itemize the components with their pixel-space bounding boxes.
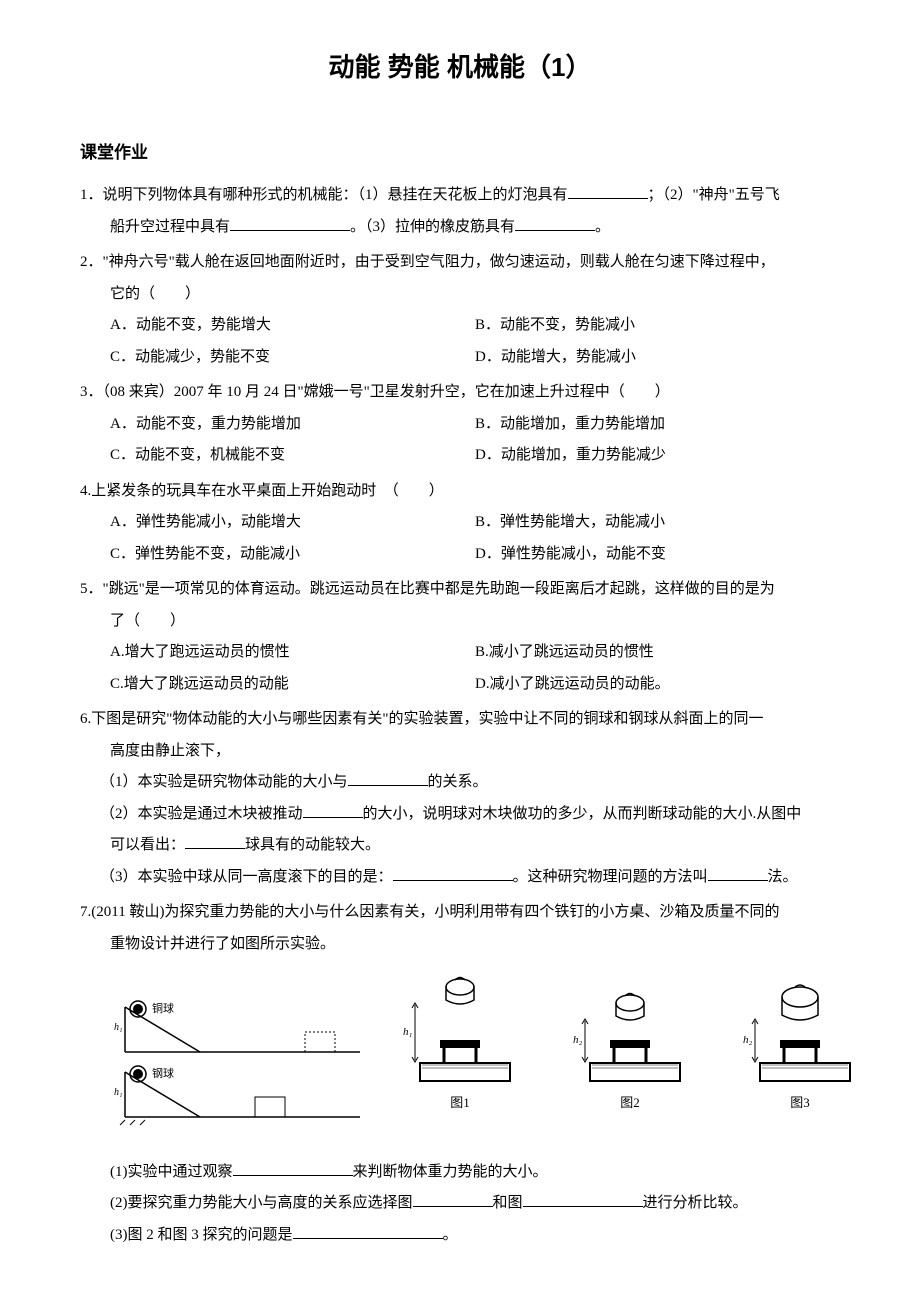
fig2-caption: 图2: [560, 1089, 700, 1116]
q3-opt-b: B．动能增加，重力势能增加: [475, 409, 840, 441]
question-1: 1．说明下列物体具有哪种形式的机械能：（1）悬挂在天花板上的灯泡具有 ；（2）"神…: [80, 180, 840, 243]
q7-sub2-b: 和图: [493, 1195, 523, 1211]
q3-opt-c: C．动能不变，机械能不变: [110, 440, 475, 472]
q1-text-b: ；（2）"神舟"五号飞: [648, 187, 780, 203]
q2-opt-c: C．动能减少，势能不变: [110, 342, 475, 374]
fig-h1-lower: h₁: [114, 1087, 122, 1098]
q6-sub2-a: （2）本实验是通过木块被推动: [100, 806, 303, 822]
q5-opt-a: A.增大了跑远运动员的惯性: [110, 637, 475, 669]
q3-text: （08 来宾）2007 年 10 月 24 日"嫦娥一号"卫星发射升空，它在加速…: [103, 384, 670, 400]
q6-sub1-blank: [348, 771, 428, 786]
q3-num: 3．: [80, 384, 103, 400]
q4-text: 上紧发条的玩具车在水平桌面上开始跑动时 （ ）: [91, 483, 444, 499]
q7-line2: 重物设计并进行了如图所示实验。: [80, 929, 840, 961]
q6-sub3-blank1: [393, 866, 513, 881]
q4-num: 4.: [80, 483, 91, 499]
figure-ramps: 铜球 h₁ 钢球 h₁: [110, 997, 370, 1117]
section-heading: 课堂作业: [80, 135, 840, 171]
q7-num: 7.: [80, 904, 91, 920]
q1-line2-a: 船升空过程中具有: [110, 219, 230, 235]
q1-blank-1: [568, 184, 648, 199]
fig1-h-label: h₁: [403, 1026, 413, 1038]
q4-opt-c: C．弹性势能不变，动能减小: [110, 539, 475, 571]
q1-blank-3: [515, 216, 595, 231]
q7-sub3-blank: [293, 1224, 443, 1239]
page-title: 动能 势能 机械能（1）: [80, 40, 840, 95]
q1-blank-2: [230, 216, 350, 231]
q5-line2: 了（ ）: [80, 606, 840, 638]
q7-sub2-blank2: [523, 1192, 643, 1207]
q6-sub3-a: （3）本实验中球从同一高度滚下的目的是：: [100, 869, 393, 885]
q7-sub2-c: 进行分析比较。: [643, 1195, 748, 1211]
question-2: 2．"神舟六号"载人舱在返回地面附近时，由于受到空气阻力，做匀速运动，则载人舱在…: [80, 247, 840, 373]
q6-sub3-b: 。这种研究物理问题的方法叫: [513, 869, 708, 885]
q2-text: "神舟六号"载人舱在返回地面附近时，由于受到空气阻力，做匀速运动，则载人舱在匀速…: [103, 254, 775, 270]
q7-sub3-b: 。: [443, 1227, 458, 1243]
q6-sub1-a: （1）本实验是研究物体动能的大小与: [100, 774, 348, 790]
q5-opt-d: D.减小了跳远运动员的动能。: [475, 669, 840, 701]
q1-line2-c: 。: [595, 219, 610, 235]
q3-opt-d: D．动能增加，重力势能减少: [475, 440, 840, 472]
q2-opt-a: A．动能不变，势能增大: [110, 310, 475, 342]
q6-sub3-blank2: [708, 866, 768, 881]
q2-opt-b: B．动能不变，势能减小: [475, 310, 840, 342]
figures-row: 铜球 h₁ 钢球 h₁: [110, 975, 840, 1116]
question-7: 7.(2011 鞍山)为探究重力势能的大小与什么因素有关，小明利用带有四个铁钉的…: [80, 897, 840, 1251]
figure-3: h₂ 图3: [730, 975, 870, 1116]
fig3-h-label: h₂: [743, 1034, 753, 1046]
q6-sub2-b: 的大小，说明球对木块做功的多少，从而判断球动能的大小.从图中: [363, 806, 802, 822]
figure-right-group: h₁ 图1: [390, 975, 870, 1116]
q6-line2: 高度由静止滚下，: [80, 736, 840, 768]
q7-sub2-blank1: [413, 1192, 493, 1207]
q7-sub1-a: (1)实验中通过观察: [110, 1164, 233, 1180]
q7-sub1-b: 来判断物体重力势能的大小。: [353, 1164, 548, 1180]
question-6: 6.下图是研究"物体动能的大小与哪些因素有关"的实验装置，实验中让不同的铜球和钢…: [80, 704, 840, 893]
fig-label-steel: 钢球: [152, 1066, 174, 1080]
q6-num: 6.: [80, 711, 91, 727]
q6-sub1-b: 的关系。: [428, 774, 488, 790]
q5-opt-b: B.减小了跳远运动员的惯性: [475, 637, 840, 669]
q4-opt-a: A．弹性势能减小，动能增大: [110, 507, 475, 539]
q6-sub2-d: 球具有的动能较大。: [245, 837, 380, 853]
question-5: 5．"跳远"是一项常见的体育运动。跳远运动员在比赛中都是先助跑一段距离后才起跳，…: [80, 574, 840, 700]
q4-opt-d: D．弹性势能减小，动能不变: [475, 539, 840, 571]
q1-line2-b: 。（3）拉伸的橡皮筋具有: [350, 219, 515, 235]
q2-opt-d: D．动能增大，势能减小: [475, 342, 840, 374]
q1-num: 1．: [80, 187, 103, 203]
q5-num: 5．: [80, 581, 103, 597]
q6-text: 下图是研究"物体动能的大小与哪些因素有关"的实验装置，实验中让不同的铜球和钢球从…: [91, 711, 763, 727]
question-4: 4.上紧发条的玩具车在水平桌面上开始跑动时 （ ） A．弹性势能减小，动能增大 …: [80, 476, 840, 571]
q6-sub3-c: 法。: [768, 869, 798, 885]
fig2-h-label: h₂: [573, 1034, 583, 1046]
question-3: 3．（08 来宾）2007 年 10 月 24 日"嫦娥一号"卫星发射升空，它在…: [80, 377, 840, 472]
q2-num: 2．: [80, 254, 103, 270]
q1-text-a: 说明下列物体具有哪种形式的机械能：（1）悬挂在天花板上的灯泡具有: [103, 187, 568, 203]
q6-sub2-blank2: [185, 834, 245, 849]
fig-label-copper: 铜球: [152, 1001, 174, 1015]
q7-sub2-a: (2)要探究重力势能大小与高度的关系应选择图: [110, 1195, 413, 1211]
fig-h1-upper: h₁: [114, 1022, 122, 1033]
q6-sub2-c: 可以看出：: [110, 837, 185, 853]
q5-text: "跳远"是一项常见的体育运动。跳远运动员在比赛中都是先助跑一段距离后才起跳，这样…: [103, 581, 775, 597]
fig3-caption: 图3: [730, 1089, 870, 1116]
q5-opt-c: C.增大了跳远运动员的动能: [110, 669, 475, 701]
figure-2: h₂ 图2: [560, 975, 700, 1116]
q6-sub2-blank1: [303, 803, 363, 818]
q7-text: (2011 鞍山)为探究重力势能的大小与什么因素有关，小明利用带有四个铁钉的小方…: [91, 904, 779, 920]
figure-1: h₁ 图1: [390, 975, 530, 1116]
q4-opt-b: B．弹性势能增大，动能减小: [475, 507, 840, 539]
q7-sub1-blank: [233, 1161, 353, 1176]
q2-line2: 它的（ ）: [80, 279, 840, 311]
q7-sub3-a: (3)图 2 和图 3 探究的问题是: [110, 1227, 293, 1243]
fig1-caption: 图1: [390, 1089, 530, 1116]
q3-opt-a: A．动能不变，重力势能增加: [110, 409, 475, 441]
